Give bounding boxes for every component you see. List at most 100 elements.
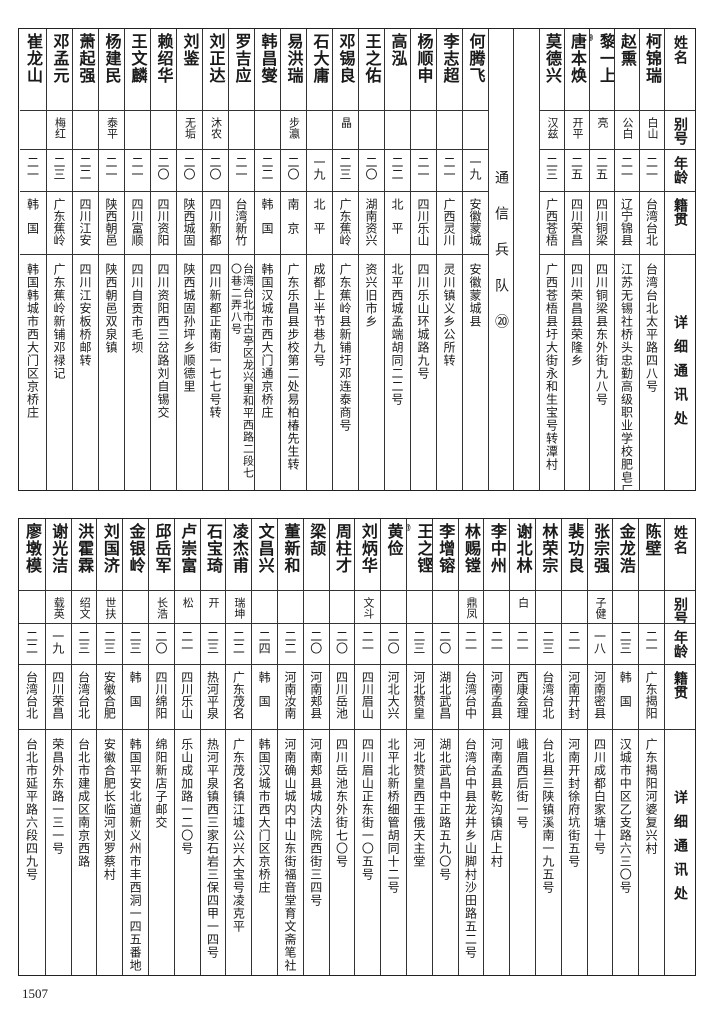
person-name: 高泓: [386, 29, 410, 67]
person-origin: 安徽蒙城: [467, 192, 484, 246]
person-alias-cell: 白山: [640, 111, 664, 151]
person-age: 二三: [544, 150, 561, 180]
person-alias: 绍文: [76, 591, 92, 619]
header-origin: 籍贯: [665, 192, 695, 256]
person-name-cell: 邱岳军: [149, 519, 174, 591]
person-row: 凌杰甫 瑞坤 二二 广东茂名 广东茂名镇江墟公兴大宝号凌克平: [225, 519, 252, 975]
person-origin: 台湾台北: [76, 665, 93, 719]
person-name: 林赐镗: [459, 519, 483, 574]
header-name: 姓名: [665, 519, 695, 591]
person-address-text: 四川自贡市毛坝: [130, 263, 144, 355]
header-age: 年龄: [665, 150, 695, 193]
person-alias-cell: 亮: [590, 111, 614, 151]
person-address: 广西苍梧县圩大街永和生宝号转潭村: [544, 255, 561, 471]
person-origin-cell: 河北赞皇: [407, 665, 432, 731]
person-origin-cell: 湖南资兴: [359, 192, 384, 256]
person-age: 二一: [514, 624, 531, 654]
person-name-cell: 柯锦瑞: [640, 29, 664, 111]
person-origin: 广东蕉岭: [51, 192, 68, 246]
section-title-cell: 通信兵队⑳: [489, 29, 513, 490]
person-age-cell: 二三: [613, 624, 639, 666]
person-address-text: 台北市延平路六段四九号: [24, 738, 39, 882]
person-age-cell: 二〇: [303, 624, 329, 666]
person-address-cell: 湖北武昌中正路五九〇号: [433, 730, 458, 975]
person-name-cell: 杨顺申: [411, 29, 436, 111]
person-age: 二一: [233, 150, 250, 180]
person-name-cell: 王之铿㉑: [407, 519, 432, 591]
person-origin-text: 河南孟县: [489, 671, 504, 720]
person-age-cell: 二二: [226, 624, 252, 666]
person-address: 广东揭阳河婆复兴村: [643, 730, 660, 855]
person-alias: 白山: [644, 111, 660, 139]
person-alias: 梅红: [52, 111, 68, 139]
person-origin: 四川资阳: [155, 192, 172, 246]
person-origin-cell: 陕西朝邑: [99, 192, 124, 256]
person-origin-text: 广西苍梧: [544, 198, 559, 247]
person-address: 台湾台北太平路四八号: [644, 255, 661, 393]
person-origin: 河北大兴: [385, 665, 402, 719]
person-address-cell: 汉城市中区乙支路六三〇号: [613, 730, 638, 975]
person-name-cell: 谢光洁: [45, 519, 71, 591]
person-name-cell: 邓孟元: [47, 29, 72, 111]
person-name-cell: 张宗强: [587, 519, 613, 591]
person-address-cell: 河南孟县乾沟镇店上村: [484, 730, 509, 975]
person-name-cell: 周柱才: [329, 519, 355, 591]
person-age-cell: 二〇: [203, 150, 228, 193]
person-alias-cell: [252, 591, 278, 624]
person-origin-text: 河北大兴: [386, 671, 401, 720]
person-name-text: 邱岳军: [152, 523, 172, 574]
person-address-cell: 四川资阳西三岔路刘自锡交: [151, 255, 176, 490]
roster-table-bottom: 姓名 别号 年龄 籍贯 详细通讯处 陈壁 二一 广东揭阳 广东揭阳河婆复兴村 金龙浩 二三韩 国汉城…: [18, 518, 696, 976]
person-name: 谢光洁: [46, 519, 70, 574]
person-origin-cell: 南 京: [281, 192, 306, 256]
person-alias-cell: [437, 111, 462, 151]
person-address: 台湾台中县龙井乡山脚村沙田路五二号: [463, 730, 480, 959]
person-name-cell: 莫德兴: [540, 29, 564, 111]
person-address: 峨眉西后街一号: [514, 730, 531, 829]
person-name-cell: 刘国济: [97, 519, 123, 591]
person-name-cell: 廖墩模: [19, 519, 45, 591]
person-origin: 台湾台北: [644, 192, 661, 246]
header-name-label: 姓名: [672, 525, 688, 555]
person-alias-text: 梅红: [53, 116, 67, 139]
person-origin-text: 韩 国: [25, 198, 40, 235]
person-age-text: 一八: [592, 629, 607, 654]
person-origin-cell: 韩 国: [123, 665, 149, 731]
person-name-cell: 凌杰甫: [226, 519, 252, 591]
person-address-text: 河北赞皇西王俄天主堂: [411, 738, 426, 869]
person-age-cell: 二一: [561, 624, 587, 666]
person-origin-text: 台湾新竹: [234, 198, 248, 247]
person-address-cell: 四川新都正南街一七七号转: [203, 255, 228, 490]
person-address-cell: 四川乐山环城路九号: [411, 255, 436, 490]
person-origin-cell: 四川乐山: [174, 665, 200, 731]
person-address-text: 广东揭阳河婆复兴村: [644, 738, 659, 856]
person-origin-cell: 四川资阳: [151, 192, 176, 256]
person-row: 易洪瑞 步瀛 二〇南 京广东乐昌县步校第二处易柏椿先生转: [280, 29, 306, 490]
person-name-text: 林赐镗: [462, 523, 482, 574]
person-address-text: 四川新都正南街一七七号转: [208, 263, 222, 420]
person-row: 莫德兴 汉兹 二三 广西苍梧 广西苍梧县圩大街永和生宝号转潭村: [539, 29, 564, 490]
person-age-text: 二一: [234, 156, 248, 181]
person-origin-cell: 台湾台北: [19, 665, 45, 731]
person-row: 黄俭 二〇 河北大兴 北平北新桥细管胡同十二号: [380, 519, 407, 975]
person-row: 李增镕 二〇 湖北武昌 湖北武昌中正路五九〇号: [431, 519, 458, 975]
person-address-text: 四川眉山正东街一〇五号: [360, 738, 375, 882]
person-alias-text: 世扶: [103, 596, 117, 619]
person-address-cell: 安徽合肥长临河刘罗蔡村: [97, 730, 122, 975]
person-address: 安徽合肥长临河刘罗蔡村: [101, 730, 118, 881]
person-name: 文昌兴: [253, 519, 277, 574]
person-address-text: 灵川镇义乡公所转: [442, 263, 456, 368]
person-name-text: 洪霍霖: [75, 523, 95, 574]
person-age-cell: 二五: [590, 150, 614, 193]
person-origin: 安徽合肥: [101, 665, 118, 719]
person-name-text: 柯锦瑞: [643, 33, 662, 84]
person-origin-cell: 广西灵川: [437, 192, 462, 256]
person-age-text: 二一: [360, 629, 375, 654]
person-row: 张宗强 子健 一八 河南密县 四川成都白家塘十号: [586, 519, 613, 975]
person-address: 热河平泉镇西三家石岩三保四甲一四号: [205, 730, 222, 959]
person-row: 金银岭 二三韩 国韩国平安北道新义州市丰西洞一四五番地: [122, 519, 149, 975]
person-alias-cell: [151, 111, 176, 151]
person-address: 韩国汉城市西大门区京桥庄: [256, 730, 273, 894]
person-address-text: 陕西朝邑双泉镇: [104, 263, 118, 355]
person-age-text: 二一: [515, 629, 530, 654]
